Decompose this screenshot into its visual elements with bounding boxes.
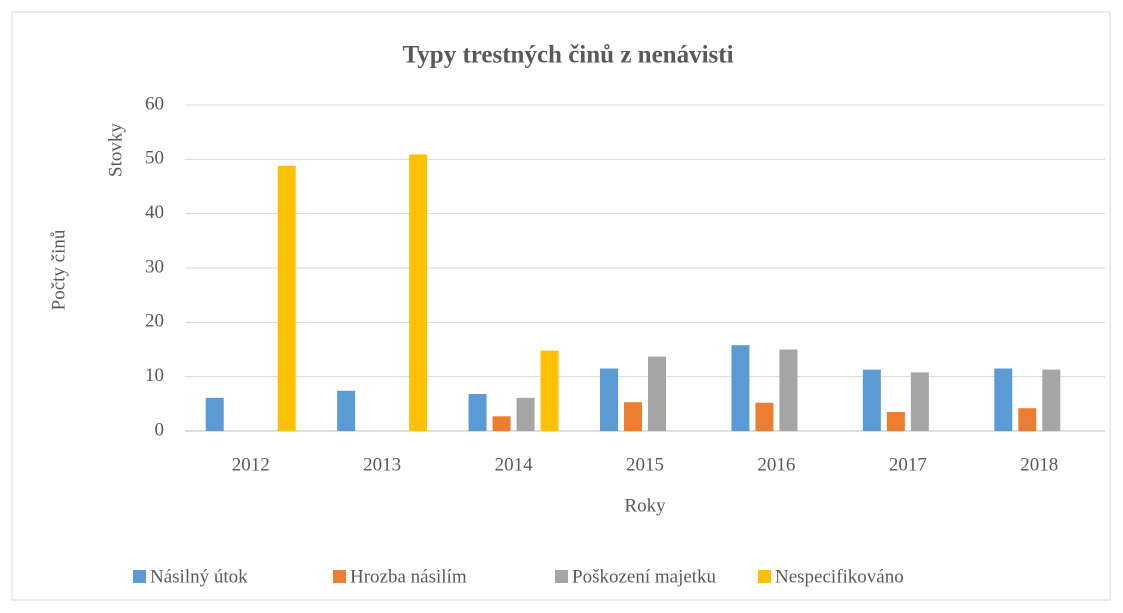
bar [624,402,642,431]
x-tick-label: 2017 [889,454,927,475]
bar [1042,369,1061,431]
bar [205,397,224,431]
legend-swatch [133,570,146,583]
y-tick-label: 50 [145,148,164,169]
bar [409,154,428,431]
bar [731,345,750,431]
bar [540,350,559,431]
legend-label: Násilný útok [150,566,248,587]
x-tick-label: 2015 [626,454,664,475]
x-axis-title: Roky [624,495,666,516]
display-unit: Stovky [105,123,126,177]
legend-label: Hrozba násilím [350,566,467,587]
bar [468,394,487,431]
bar [910,372,929,431]
bar [516,397,535,431]
legend-swatch [555,570,568,583]
chart-border [11,11,1111,601]
y-tick-label: 40 [145,202,164,223]
y-tick-label: 0 [155,419,165,440]
x-tick-label: 2013 [363,454,401,475]
bar [1018,408,1037,431]
bar [886,411,905,431]
legend-swatch [333,570,346,583]
chart-title: Typy trestných činů z nenávisti [402,42,733,69]
bar [648,356,666,431]
y-tick-label: 10 [145,365,164,386]
legend-label: Nespecifikováno [775,566,904,587]
y-axis-title: Počty činů [48,229,69,310]
y-tick-label: 60 [145,93,164,114]
y-tick-label: 20 [145,311,164,332]
y-tick-label: 30 [145,256,164,277]
x-tick-label: 2018 [1020,454,1058,475]
bar [337,390,356,431]
x-tick-label: 2016 [757,454,795,475]
x-tick-label: 2012 [232,454,270,475]
legend-label: Poškození majetku [572,566,717,587]
bar [492,416,511,431]
legend-swatch [758,570,771,583]
bar [779,349,798,431]
bar [755,402,774,431]
x-tick-label: 2014 [495,454,534,475]
bar [862,369,881,431]
bar [600,368,618,431]
bar [277,165,296,431]
bar [994,368,1013,431]
